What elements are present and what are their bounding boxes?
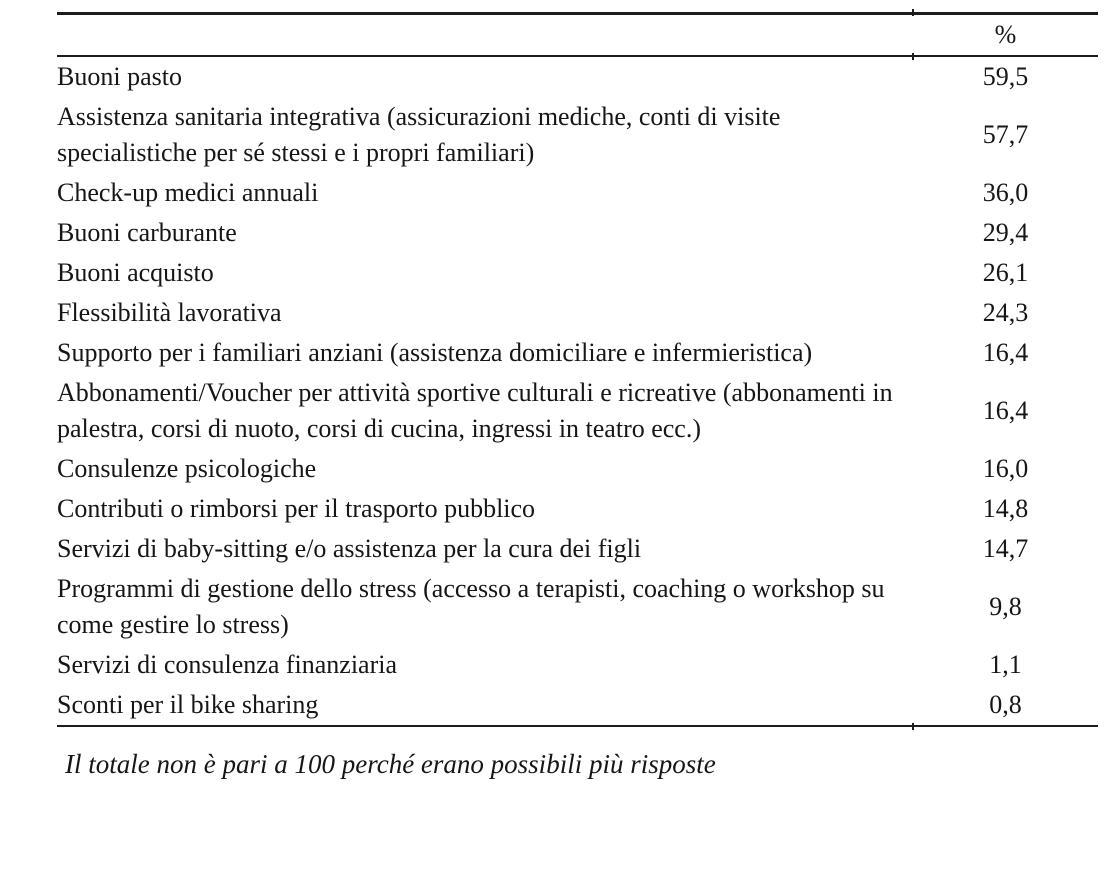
percent-column-header: % [912,7,1098,58]
table-row: Abbonamenti/Voucher per attività sportiv… [57,373,1098,449]
benefit-label: Abbonamenti/Voucher per attività sportiv… [57,378,893,443]
benefit-label: Check-up medici annuali [57,178,319,207]
benefits-table: % Buoni pasto 59,5 Assistenza sanitaria … [57,7,1098,730]
table-row: Buoni carburante 29,4 [57,213,1098,253]
benefit-value: 24,3 [982,298,1029,327]
header-row: % [57,7,1098,58]
benefit-label: Buoni carburante [57,218,237,247]
benefit-label: Programmi di gestione dello stress (acce… [57,574,885,639]
table-row: Flessibilità lavorativa 24,3 [57,293,1098,333]
table-row: Buoni pasto 59,5 [57,56,1098,97]
table-row: Programmi di gestione dello stress (acce… [57,569,1098,645]
table-footnote: Il totale non è pari a 100 perché erano … [65,749,716,779]
benefit-value: 29,4 [982,218,1029,247]
benefit-value: 1,1 [989,650,1022,679]
benefit-label: Servizi di consulenza finanziaria [57,650,398,679]
benefit-value: 57,7 [982,120,1029,149]
benefit-value: 14,8 [982,494,1029,523]
benefit-value: 0,8 [912,685,1098,730]
benefit-label: Servizi di baby-sitting e/o assistenza p… [57,534,642,563]
benefit-label: Buoni acquisto [57,258,214,287]
benefit-value: 16,0 [982,454,1029,483]
benefit-label: Sconti per il bike sharing [57,690,319,719]
benefit-value: 9,8 [989,592,1022,621]
table-row: Assistenza sanitaria integrativa (assicu… [57,97,1098,173]
empty-header-cell [57,14,913,57]
table-row: Servizi di consulenza finanziaria 1,1 [57,645,1098,685]
table-row: Supporto per i familiari anziani (assist… [57,333,1098,373]
table-row: Servizi di baby-sitting e/o assistenza p… [57,529,1098,569]
benefit-value: 36,0 [982,178,1029,207]
benefit-label: Supporto per i familiari anziani (assist… [57,338,813,367]
table-row: Check-up medici annuali 36,0 [57,173,1098,213]
benefit-value: 26,1 [982,258,1029,287]
benefit-label: Consulenze psicologiche [57,454,317,483]
table-row: Contributi o rimborsi per il trasporto p… [57,489,1098,529]
page: % Buoni pasto 59,5 Assistenza sanitaria … [57,7,1098,779]
table-row: Buoni acquisto 26,1 [57,253,1098,293]
table-row: Consulenze psicologiche 16,0 [57,449,1098,489]
table-row: Sconti per il bike sharing 0,8 [57,685,1098,730]
benefit-value: 16,4 [982,338,1029,367]
table-body: Buoni pasto 59,5 Assistenza sanitaria in… [57,56,1098,730]
benefit-value: 59,5 [982,62,1029,91]
table-header: % [57,7,1098,58]
benefit-value: 14,7 [982,534,1029,563]
benefit-label: Flessibilità lavorativa [57,298,282,327]
benefit-value: 16,4 [982,396,1029,425]
benefit-label: Buoni pasto [57,62,182,91]
benefit-label: Assistenza sanitaria integrativa (assicu… [57,102,781,167]
benefit-label: Contributi o rimborsi per il trasporto p… [57,494,536,523]
